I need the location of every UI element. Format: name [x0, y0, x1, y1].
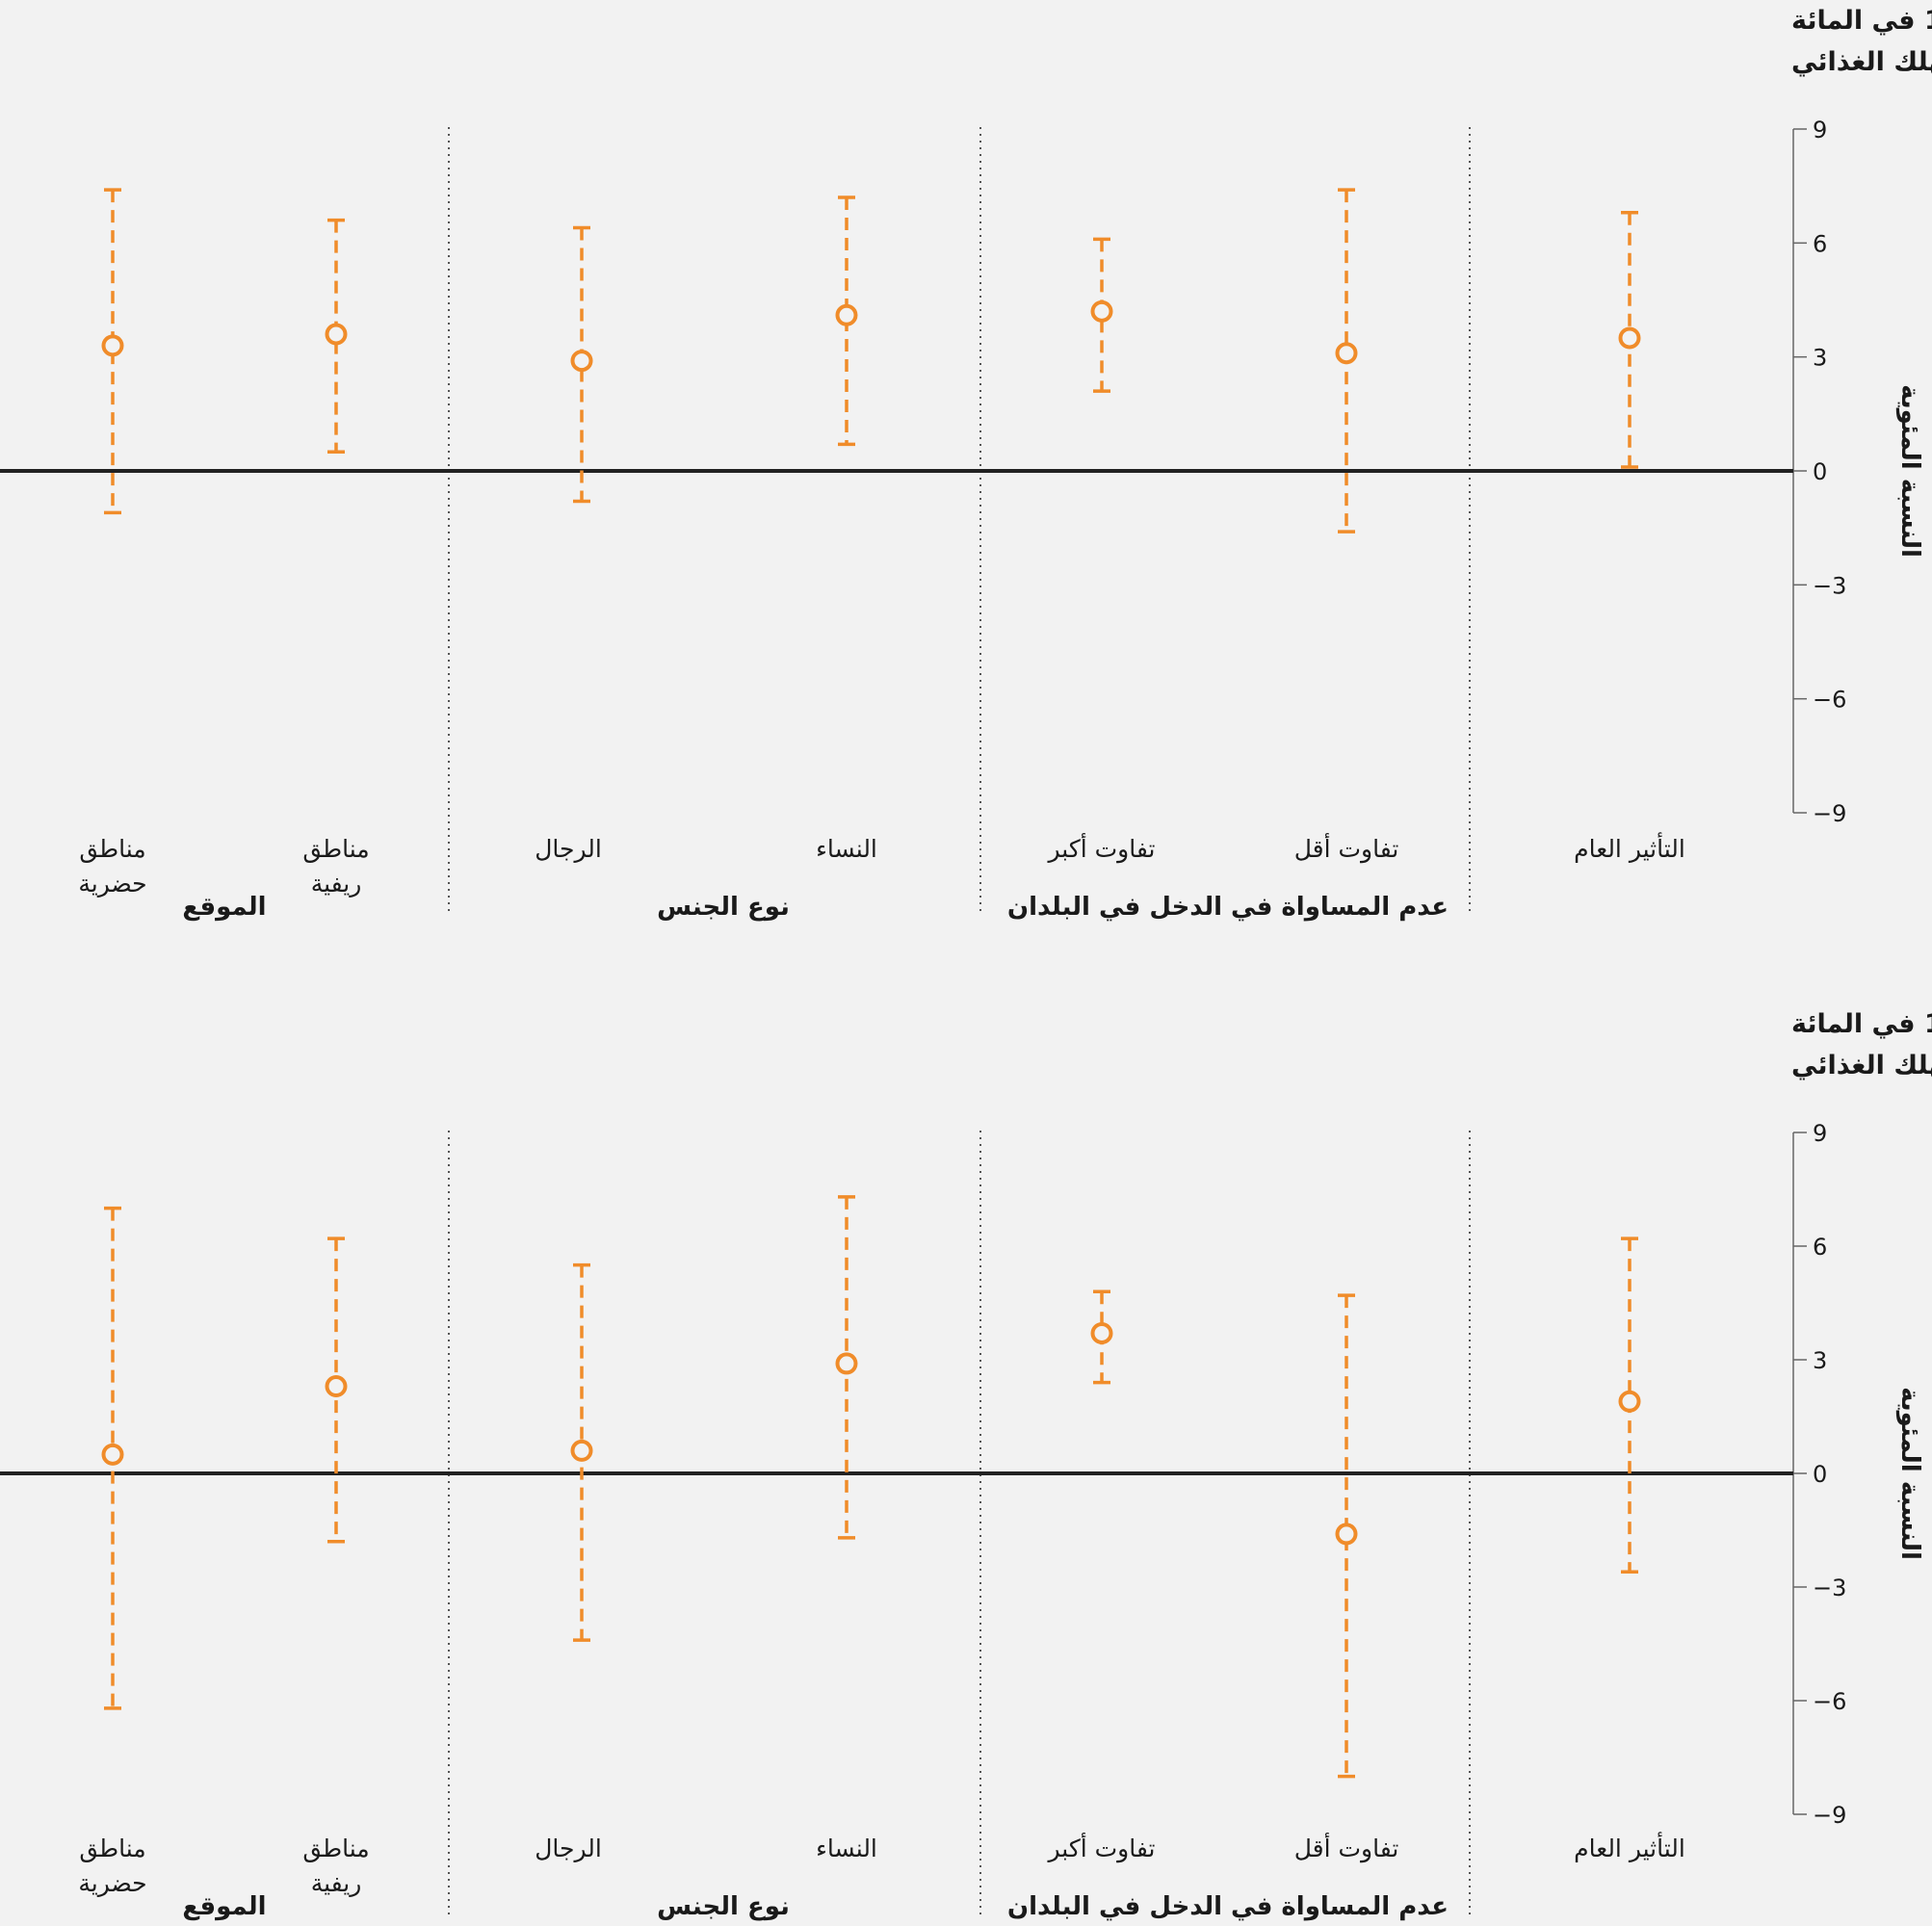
category-label: ريفية — [311, 870, 362, 898]
point-estimate — [835, 303, 858, 326]
panel-a: أ) التغير في انعدام الأمن الغذائي المتوس… — [0, 3, 1932, 922]
group-label: الموقع — [182, 1892, 266, 1921]
point-estimate — [325, 1375, 348, 1398]
point-estimate — [101, 334, 124, 357]
panel-b: ب) التغير في انعدام الأمن الغذائي الشديد… — [0, 1007, 1932, 1921]
point-estimate — [1090, 299, 1113, 323]
category-label: مناطق — [79, 1835, 145, 1862]
y-axis-label: النسبة المئوية — [1895, 1387, 1924, 1560]
y-tick-label: 6 — [1813, 1234, 1827, 1261]
category-label: مناطق — [302, 1835, 369, 1862]
point-estimate — [325, 323, 348, 346]
group-label: الموقع — [182, 893, 266, 922]
chart-title-line2: في مؤشر أسعار المستهلك الغذائي — [1791, 44, 1932, 77]
group-label: عدم المساواة في الدخل في البلدان — [1007, 1892, 1449, 1921]
y-tick-label: 0 — [1813, 458, 1827, 485]
y-tick-label: −3 — [1813, 1575, 1846, 1601]
category-label: مناطق — [79, 835, 145, 863]
y-tick-label: 3 — [1813, 345, 1827, 372]
point-estimate — [1335, 1523, 1358, 1546]
point-estimate — [101, 1443, 124, 1466]
y-tick-label: −6 — [1813, 687, 1846, 714]
point-estimate — [570, 350, 593, 373]
category-label: حضرية — [78, 1869, 146, 1897]
y-tick-label: −9 — [1813, 800, 1846, 827]
point-estimate — [570, 1439, 593, 1462]
category-label: مناطق — [302, 835, 369, 863]
group-label: نوع الجنس — [657, 893, 790, 922]
category-label: التأثير العام — [1574, 1831, 1685, 1862]
category-label: النساء — [816, 1835, 877, 1862]
category-label: تفاوت أكبر — [1047, 1832, 1156, 1863]
category-label: تفاوت أكبر — [1047, 832, 1156, 864]
category-label: الرجال — [535, 835, 602, 863]
point-estimate — [835, 1352, 858, 1375]
y-tick-label: 9 — [1813, 1120, 1827, 1147]
chart-title: أ) التغير في انعدام الأمن الغذائي المتوس… — [1791, 3, 1932, 36]
category-label: التأثير العام — [1574, 831, 1685, 863]
point-estimate — [1618, 1390, 1641, 1413]
group-label: عدم المساواة في الدخل في البلدان — [1007, 893, 1449, 922]
y-tick-label: 6 — [1813, 230, 1827, 257]
y-tick-label: 3 — [1813, 1347, 1827, 1374]
y-axis-label: النسبة المئوية — [1895, 384, 1924, 558]
category-label: حضرية — [78, 870, 146, 898]
category-label: الرجال — [535, 1835, 602, 1862]
category-label: تفاوت أقل — [1294, 832, 1399, 864]
point-estimate — [1618, 326, 1641, 350]
category-label: تفاوت أقل — [1294, 1832, 1399, 1863]
chart-title-line2: في مؤشر أسعار المستهلك الغذائي — [1791, 1048, 1932, 1080]
point-estimate — [1335, 342, 1358, 365]
group-label: نوع الجنس — [657, 1892, 790, 1921]
category-label: ريفية — [311, 1869, 362, 1897]
y-tick-label: −3 — [1813, 572, 1846, 599]
point-estimate — [1090, 1321, 1113, 1344]
chart-title: ب) التغير في انعدام الأمن الغذائي الشديد… — [1791, 1007, 1932, 1039]
category-label: النساء — [816, 835, 877, 863]
y-tick-label: −9 — [1813, 1802, 1846, 1829]
y-tick-label: −6 — [1813, 1688, 1846, 1715]
y-tick-label: 9 — [1813, 117, 1827, 143]
y-tick-label: 0 — [1813, 1461, 1827, 1488]
